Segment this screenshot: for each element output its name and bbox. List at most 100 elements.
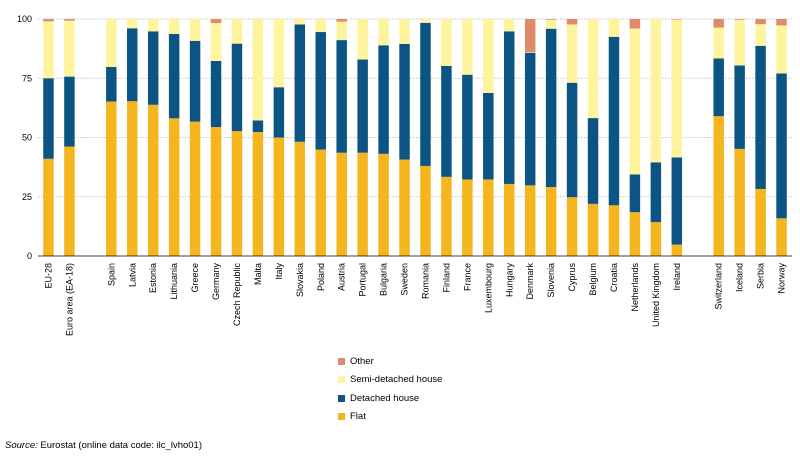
bar-segment [483, 19, 494, 93]
bar-segment [462, 19, 473, 75]
bar-segment [231, 131, 243, 256]
bar-segment [336, 152, 347, 256]
x-tick-label: Euro area (EA-18) [64, 263, 74, 336]
bar-segment [378, 19, 389, 46]
bar-segment [106, 101, 117, 256]
x-tick-label: Sweden [400, 263, 410, 296]
bar-segment [378, 153, 389, 256]
bar-segment [629, 174, 641, 213]
bar-segment [106, 19, 117, 67]
bar-segment [336, 19, 347, 22]
bar-segment [147, 31, 159, 105]
legend: Other Semi-detached house Detached house… [338, 352, 538, 426]
x-tick-label: Croatia [609, 263, 619, 292]
y-tick-label: 100 [17, 14, 32, 24]
bar-segment [755, 188, 766, 256]
x-tick-label: Portugal [358, 263, 368, 297]
bar-segment [294, 19, 306, 25]
bar-segment [545, 28, 557, 188]
bar-segment [189, 19, 201, 41]
bar-segment [357, 152, 368, 256]
bar-segment [566, 197, 578, 256]
bar-segment [420, 22, 431, 166]
bar-segment [315, 149, 326, 256]
bar-segment [441, 65, 452, 177]
chart: 0 25 50 75 100 EU-28 Euro area (EA-18) Spain Lat… [17, 14, 792, 336]
legend-swatch-semi-detached [338, 376, 345, 384]
bar-segment [504, 19, 515, 32]
bar-segment [168, 118, 180, 256]
x-tick-label: Spain [106, 263, 116, 286]
bar-segment [64, 19, 75, 21]
x-tick-label: Switzerland [714, 263, 724, 310]
bar-segment [64, 146, 75, 256]
y-tick-label: 75 [22, 73, 32, 83]
x-tick-label: Finland [441, 263, 451, 293]
x-tick-label: Belgium [588, 263, 598, 296]
x-tick-label: Austria [337, 263, 347, 291]
x-tick-label: Latvia [127, 263, 137, 287]
bar-segment [168, 33, 180, 119]
bar-segment [671, 244, 683, 256]
bar-segment [189, 121, 201, 256]
source-text: Eurostat (online data code: ilc_lvho01) [40, 440, 202, 451]
legend-item-semi-detached: Semi-detached house [338, 371, 538, 390]
x-tick-label: France [462, 263, 472, 291]
bar-segment [713, 58, 724, 117]
bar-segment [545, 19, 557, 20]
bar-segment [524, 19, 536, 53]
legend-label-other: Other [350, 355, 374, 367]
bar-segment [315, 32, 326, 150]
x-tick-label: Iceland [735, 263, 745, 292]
bar-segment [273, 137, 285, 256]
y-tick-label: 25 [22, 192, 32, 202]
x-tick-label: Norway [777, 263, 787, 294]
x-tick-label: Malta [253, 263, 263, 285]
bar-segment [713, 27, 724, 59]
bar-segment [713, 19, 724, 28]
legend-label-flat: Flat [350, 411, 366, 423]
bar-segment [755, 19, 766, 25]
y-tick-label: 50 [22, 133, 32, 143]
bar-segment [483, 92, 494, 180]
bar-segment [252, 19, 264, 121]
bar-segment [524, 185, 536, 256]
bar-segment [147, 104, 159, 256]
bar-segment [629, 212, 641, 256]
bar-segment [273, 87, 285, 138]
bar-segment [64, 20, 75, 77]
x-tick-label: Lithuania [169, 263, 179, 300]
bar-segment [587, 203, 599, 256]
legend-item-flat: Flat [338, 408, 538, 427]
bar-segment [336, 40, 347, 153]
x-tick-label: Ireland [672, 263, 682, 291]
bar-segment [441, 176, 452, 256]
bar-segment [64, 76, 75, 147]
bar-segment [189, 40, 201, 122]
bar-segment [776, 25, 787, 74]
legend-item-other: Other [338, 352, 538, 371]
bar-segment [650, 222, 662, 256]
bar-segment [357, 19, 368, 60]
legend-swatch-flat [338, 413, 345, 421]
bar-segment [545, 19, 557, 29]
bar-segment [776, 218, 787, 256]
x-tick-label: Netherlands [630, 263, 640, 312]
bar-segment [629, 28, 641, 175]
bar-segment [420, 19, 431, 23]
bar-segment [504, 31, 515, 184]
bar-segment [127, 19, 138, 29]
bar-segment [776, 19, 787, 26]
bar-segment [336, 21, 347, 41]
x-tick-label: EU-28 [43, 263, 53, 289]
bar-segment [210, 127, 222, 257]
bar-segment [776, 73, 787, 219]
bar-segment [713, 116, 724, 256]
bar-segment [587, 19, 599, 119]
bar-segment [734, 148, 745, 256]
bar-segment [43, 21, 54, 79]
bar-segment [231, 19, 243, 44]
bar-segment [462, 179, 473, 256]
x-tick-label: Slovenia [546, 263, 556, 298]
legend-label-semi-detached: Semi-detached house [350, 374, 443, 386]
